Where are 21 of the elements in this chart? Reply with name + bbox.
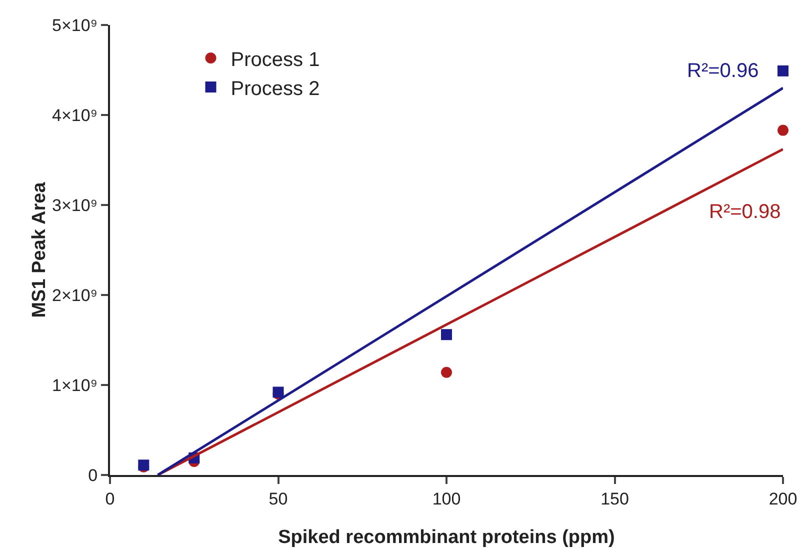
- x-axis-title: Spiked recommbinant proteins (ppm): [278, 527, 615, 548]
- x-tick-label: 200: [768, 489, 798, 508]
- point: [441, 329, 452, 340]
- annotation: R²=0.98: [709, 201, 781, 223]
- y-tick-label: 0: [88, 466, 98, 485]
- point: [441, 366, 452, 378]
- y-tick-label: 4×10⁹: [52, 106, 98, 125]
- legend-label: Process 1: [230, 48, 320, 71]
- x-tick-label: 50: [268, 489, 288, 508]
- point: [778, 65, 788, 76]
- y-axis-title: MS1 Peak Area: [29, 182, 50, 318]
- y-tick-label: 3×10⁹: [52, 196, 98, 215]
- x-tick-label: 0: [105, 489, 115, 508]
- x-tick-label: 100: [432, 489, 461, 508]
- y-tick-label: 5×10⁹: [52, 16, 98, 35]
- y-tick-label: 2×10⁹: [52, 286, 98, 305]
- legend-label: Process 2: [230, 78, 320, 100]
- y-tick-label: 1×10⁹: [52, 376, 98, 395]
- point: [778, 124, 788, 136]
- x-tick-label: 150: [600, 489, 629, 508]
- annotation: R²=0.96: [687, 60, 759, 82]
